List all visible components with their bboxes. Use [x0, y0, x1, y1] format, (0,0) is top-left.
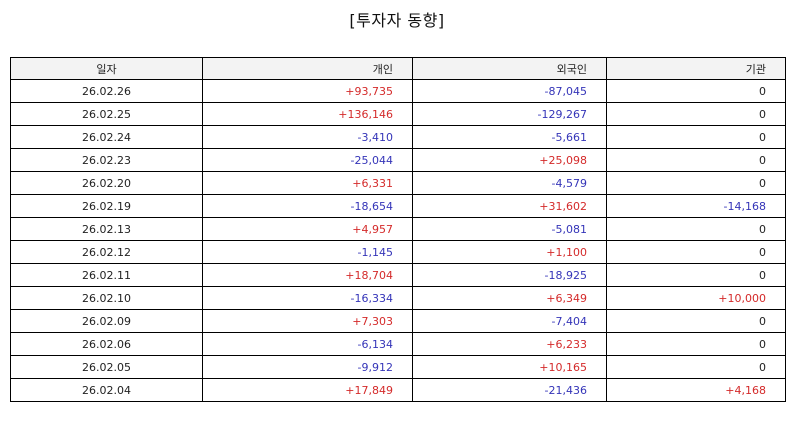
page-title: [투자자 동향] [349, 11, 445, 30]
cell-institution: 0 [606, 355, 786, 379]
cell-foreign: -5,661 [412, 125, 607, 149]
cell-foreign: +31,602 [412, 194, 607, 218]
table-row: 26.02.20 +6,331 -4,579 0 [10, 171, 786, 195]
cell-institution: 0 [606, 102, 786, 126]
cell-foreign: -7,404 [412, 309, 607, 333]
cell-institution: 0 [606, 309, 786, 333]
cell-date: 26.02.05 [10, 355, 203, 379]
cell-foreign: -129,267 [412, 102, 607, 126]
cell-individual: -25,044 [202, 148, 413, 172]
cell-foreign: -5,081 [412, 217, 607, 241]
table-row: 26.02.19 -18,654 +31,602 -14,168 [10, 194, 786, 218]
cell-individual: +4,957 [202, 217, 413, 241]
cell-date: 26.02.23 [10, 148, 203, 172]
cell-date: 26.02.24 [10, 125, 203, 149]
cell-institution: 0 [606, 332, 786, 356]
cell-individual: +93,735 [202, 79, 413, 103]
cell-institution: 0 [606, 217, 786, 241]
cell-individual: +6,331 [202, 171, 413, 195]
cell-individual: +7,303 [202, 309, 413, 333]
cell-individual: -16,334 [202, 286, 413, 310]
cell-date: 26.02.04 [10, 378, 203, 402]
column-header-institution: 기관 [606, 57, 786, 80]
cell-individual: -1,145 [202, 240, 413, 264]
table-row: 26.02.10 -16,334 +6,349 +10,000 [10, 286, 786, 310]
cell-individual: -18,654 [202, 194, 413, 218]
cell-institution: 0 [606, 240, 786, 264]
cell-institution: 0 [606, 263, 786, 287]
cell-individual: +136,146 [202, 102, 413, 126]
cell-individual: +18,704 [202, 263, 413, 287]
cell-date: 26.02.12 [10, 240, 203, 264]
cell-date: 26.02.06 [10, 332, 203, 356]
table-row: 26.02.26 +93,735 -87,045 0 [10, 79, 786, 103]
cell-institution: +10,000 [606, 286, 786, 310]
cell-foreign: -21,436 [412, 378, 607, 402]
cell-institution: -14,168 [606, 194, 786, 218]
cell-date: 26.02.19 [10, 194, 203, 218]
cell-foreign: +1,100 [412, 240, 607, 264]
cell-foreign: +6,349 [412, 286, 607, 310]
cell-individual: -6,134 [202, 332, 413, 356]
table-row: 26.02.25 +136,146 -129,267 0 [10, 102, 786, 126]
cell-date: 26.02.20 [10, 171, 203, 195]
column-header-individual: 개인 [202, 57, 413, 80]
cell-institution: 0 [606, 171, 786, 195]
cell-date: 26.02.11 [10, 263, 203, 287]
cell-individual: +17,849 [202, 378, 413, 402]
table-row: 26.02.23 -25,044 +25,098 0 [10, 148, 786, 172]
cell-institution: 0 [606, 125, 786, 149]
investor-trend-table: 일자 개인 외국인 기관 26.02.26 +93,735 -87,045 0 26.0… [10, 57, 786, 402]
table-row: 26.02.24 -3,410 -5,661 0 [10, 125, 786, 149]
cell-date: 26.02.26 [10, 79, 203, 103]
cell-date: 26.02.13 [10, 217, 203, 241]
cell-institution: 0 [606, 79, 786, 103]
cell-date: 26.02.25 [10, 102, 203, 126]
column-header-date: 일자 [10, 57, 203, 80]
cell-institution: +4,168 [606, 378, 786, 402]
column-header-foreign: 외국인 [412, 57, 607, 80]
cell-foreign: +6,233 [412, 332, 607, 356]
table-row: 26.02.04 +17,849 -21,436 +4,168 [10, 378, 786, 402]
cell-foreign: -18,925 [412, 263, 607, 287]
table-row: 26.02.05 -9,912 +10,165 0 [10, 355, 786, 379]
cell-date: 26.02.09 [10, 309, 203, 333]
cell-foreign: -4,579 [412, 171, 607, 195]
cell-date: 26.02.10 [10, 286, 203, 310]
table-row: 26.02.09 +7,303 -7,404 0 [10, 309, 786, 333]
table-row: 26.02.11 +18,704 -18,925 0 [10, 263, 786, 287]
table-row: 26.02.06 -6,134 +6,233 0 [10, 332, 786, 356]
table-row: 26.02.12 -1,145 +1,100 0 [10, 240, 786, 264]
table-row: 26.02.13 +4,957 -5,081 0 [10, 217, 786, 241]
table-header-row: 일자 개인 외국인 기관 [10, 57, 786, 80]
cell-institution: 0 [606, 148, 786, 172]
cell-foreign: +10,165 [412, 355, 607, 379]
cell-individual: -3,410 [202, 125, 413, 149]
cell-foreign: -87,045 [412, 79, 607, 103]
cell-foreign: +25,098 [412, 148, 607, 172]
cell-individual: -9,912 [202, 355, 413, 379]
